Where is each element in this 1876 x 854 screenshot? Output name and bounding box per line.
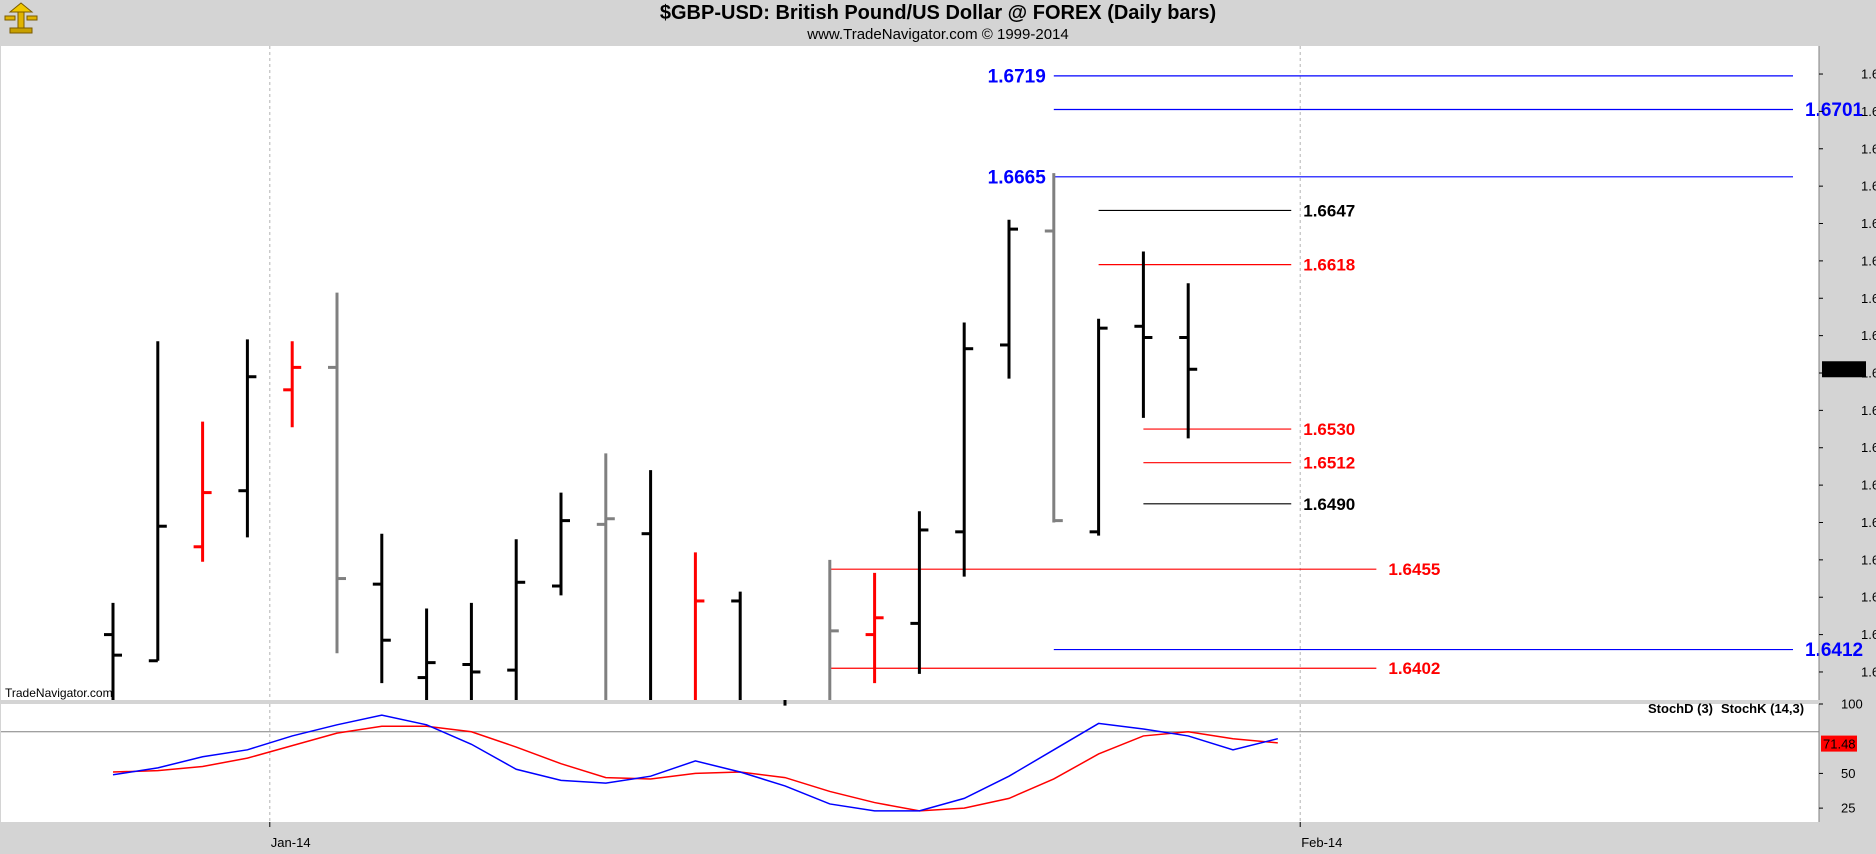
price-tick-label: 1.6500 xyxy=(1861,478,1876,493)
price-y-axis: 1.6400 1.6420 1.6440 1.6460 1.6480 1.6500 1.65… xyxy=(1818,46,1876,700)
ohlc-bars xyxy=(104,173,1198,706)
ohlc-bar xyxy=(104,602,122,700)
price-tick-label: 1.6480 xyxy=(1861,515,1876,530)
ohlc-bar xyxy=(641,470,653,700)
level-labels: 1.6719 1.6701 1.6665 1.6647 1.6618 1.6530 1.65… xyxy=(988,67,1864,679)
stochastic-legend: StochD (3) StochK (14,3) xyxy=(1648,701,1804,716)
stochastic-y-axis: 25 50 100 71.48 xyxy=(1818,697,1863,822)
price-tick-label: 1.6700 xyxy=(1861,104,1876,119)
level-label: 1.6719 xyxy=(988,67,1046,88)
stoch-last-label: 71.48 xyxy=(1823,737,1856,752)
price-tick-label: 1.6640 xyxy=(1861,216,1876,231)
ohlc-bar xyxy=(865,572,884,684)
ohlc-bar xyxy=(372,533,391,684)
last-price-badge xyxy=(1822,361,1866,378)
ohlc-bar xyxy=(148,341,167,663)
level-label: 1.6402 xyxy=(1388,659,1440,678)
ohlc-bar xyxy=(693,552,705,700)
price-tick-label: 1.6460 xyxy=(1861,552,1876,567)
level-label: 1.6618 xyxy=(1303,256,1355,275)
price-tick-label: 1.6520 xyxy=(1861,440,1876,455)
price-tick-label: 1.6420 xyxy=(1861,627,1876,642)
chart-title: $GBP-USD: British Pound/US Dollar @ FORE… xyxy=(659,2,1217,24)
ohlc-bar xyxy=(1000,219,1018,379)
ohlc-bar xyxy=(828,559,839,700)
level-label: 1.6455 xyxy=(1388,560,1440,579)
stoch-last-badge xyxy=(1821,735,1857,752)
ohlc-bar xyxy=(193,421,212,562)
price-tick-label: 1.6620 xyxy=(1861,253,1876,268)
price-tick-label: 1.6660 xyxy=(1861,179,1876,194)
legend-stoch-k: StochK (14,3) xyxy=(1721,701,1804,716)
price-tick-label: 1.6680 xyxy=(1861,141,1876,156)
trade-navigator-logo-icon xyxy=(4,2,38,34)
last-price-label: 1.6562 xyxy=(1825,362,1865,377)
ohlc-bar xyxy=(417,608,436,700)
ohlc-bar xyxy=(1134,251,1153,418)
level-label: 1.6512 xyxy=(1303,454,1355,473)
stoch-tick-label: 50 xyxy=(1841,766,1855,781)
stoch-k-line xyxy=(112,714,1278,812)
date-x-axis: Jan-14 Feb-14 xyxy=(269,822,1342,850)
level-label: 1.6412 xyxy=(1805,640,1863,661)
ohlc-bar xyxy=(731,591,742,700)
price-tick-label: 1.6720 xyxy=(1861,67,1876,82)
ohlc-bar xyxy=(238,339,257,538)
chart-subtitle: www.TradeNavigator.com © 1999-2014 xyxy=(807,26,1069,43)
date-tick-label: Feb-14 xyxy=(1301,835,1342,850)
price-tick-label: 1.6440 xyxy=(1861,590,1876,605)
level-label: 1.6665 xyxy=(988,167,1047,188)
date-tick-label: Jan-14 xyxy=(271,835,311,850)
price-tick-label: 1.6600 xyxy=(1861,291,1876,306)
stoch-d-line xyxy=(112,725,1278,812)
ohlc-bar xyxy=(955,322,974,577)
level-label: 1.6701 xyxy=(1805,100,1864,121)
ohlc-bar xyxy=(910,511,929,674)
ohlc-bar xyxy=(283,341,302,428)
stoch-tick-label: 100 xyxy=(1841,697,1863,712)
ohlc-bar xyxy=(462,602,481,700)
ohlc-bar xyxy=(596,453,615,700)
legend-stoch-d: StochD (3) xyxy=(1648,701,1713,716)
level-label: 1.6530 xyxy=(1303,420,1355,439)
ohlc-bar xyxy=(1044,173,1063,523)
price-tick-label: 1.6400 xyxy=(1861,664,1876,679)
stochastic-plot-area xyxy=(1,704,1819,822)
price-tick-label: 1.6540 xyxy=(1861,403,1876,418)
price-tick-label: 1.6580 xyxy=(1861,328,1876,343)
ohlc-bar xyxy=(328,292,346,654)
ohlc-bar xyxy=(1089,318,1108,536)
price-plot-area xyxy=(1,46,1819,700)
watermark-text: TradeNavigator.com xyxy=(5,686,113,700)
level-label: 1.6490 xyxy=(1303,495,1355,514)
ohlc-bar xyxy=(507,539,526,700)
stoch-tick-label: 25 xyxy=(1841,801,1855,816)
grid-lines xyxy=(269,46,1301,822)
level-label: 1.6647 xyxy=(1303,201,1355,220)
ohlc-bar xyxy=(1179,283,1198,439)
stochastic-lines xyxy=(1,714,1819,812)
ohlc-bar xyxy=(552,492,570,596)
